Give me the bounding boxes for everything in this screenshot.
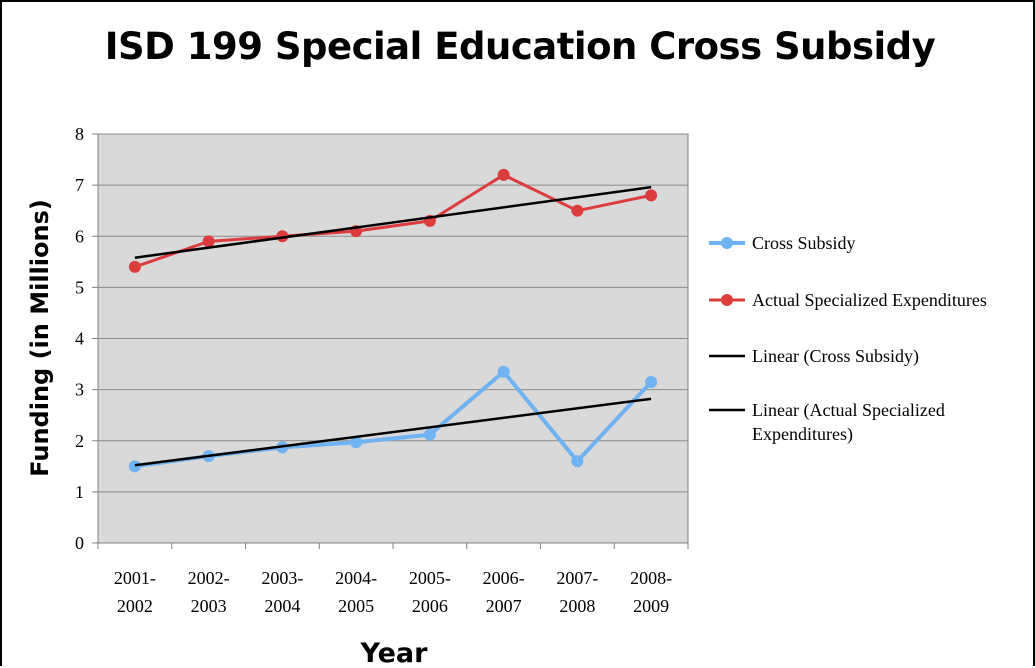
data-point (202, 235, 215, 248)
y-tick-label: 6 (75, 226, 84, 246)
legend-label: Linear (Cross Subsidy) (752, 346, 919, 367)
y-axis-title: Funding (in Millions) (26, 199, 54, 477)
x-tick-label: 2001-2002 (114, 568, 156, 616)
x-tick-label: 2003-2004 (261, 568, 303, 616)
y-tick-label: 3 (75, 380, 84, 400)
trendline (134, 397, 652, 467)
y-tick-label: 1 (75, 482, 84, 502)
x-tick-label: 2006-2007 (483, 568, 525, 616)
x-tick-label: 2007-2008 (556, 568, 598, 616)
data-point (571, 455, 584, 468)
trendline (134, 185, 652, 259)
y-tick-label: 0 (75, 533, 84, 553)
data-point (497, 365, 510, 378)
data-point (423, 428, 436, 441)
y-tick-label: 8 (75, 124, 84, 144)
legend-label: Linear (Actual Specialized Expenditures) (752, 400, 945, 445)
legend: Cross Subsidy Actual Specialized Expendit… (709, 233, 987, 445)
data-point (645, 375, 658, 388)
legend-swatch-marker (721, 294, 733, 306)
data-point (571, 204, 584, 217)
x-tick-label: 2002-2003 (188, 568, 230, 616)
y-tick-label: 7 (75, 175, 84, 195)
data-point (128, 260, 141, 273)
x-tick-label: 2004-2005 (335, 568, 377, 616)
series-line (134, 173, 652, 269)
x-axis-title: Year (360, 638, 429, 668)
data-point (350, 436, 363, 449)
plot-area: 0 1 2 3 4 5 6 7 8 2001-2002 2002-2003 2003-2004 2004… (75, 124, 689, 616)
legend-label: Cross Subsidy (752, 233, 856, 253)
y-tick-label: 5 (75, 277, 84, 297)
legend-swatch-marker (721, 237, 733, 249)
y-tick-label: 2 (75, 431, 84, 451)
x-tick-label: 2005-2006 (409, 568, 451, 616)
data-point (645, 189, 658, 202)
y-tick-label: 4 (75, 329, 84, 349)
data-point (128, 460, 141, 473)
chart-title: ISD 199 Special Education Cross Subsidy (105, 25, 936, 68)
data-point (276, 230, 289, 243)
legend-label: Actual Specialized Expenditures (752, 290, 987, 310)
data-point (497, 168, 510, 181)
x-tick-label: 2008-2009 (630, 568, 672, 616)
